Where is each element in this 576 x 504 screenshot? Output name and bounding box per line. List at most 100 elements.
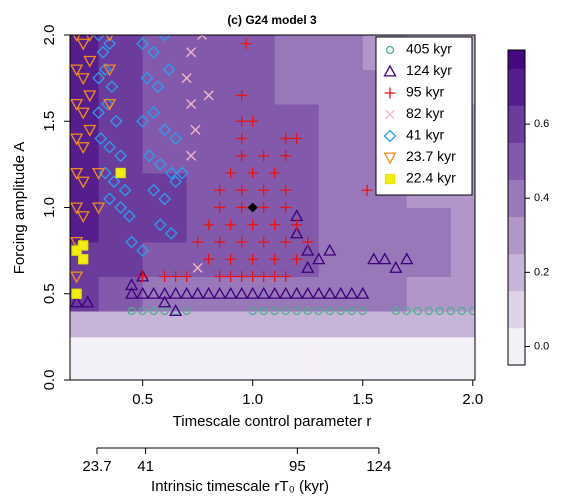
- marker: [291, 133, 303, 144]
- marker: [424, 306, 433, 316]
- heat-cell: [70, 35, 100, 70]
- marker: [136, 114, 150, 128]
- marker: [358, 306, 367, 316]
- marker: [402, 306, 411, 316]
- marker: [247, 219, 259, 231]
- heat-cell: [450, 242, 475, 277]
- marker: [270, 306, 279, 316]
- marker: [100, 97, 114, 111]
- marker: [147, 286, 161, 299]
- marker: [214, 202, 226, 213]
- heat-cell: [230, 69, 276, 105]
- marker: [192, 262, 203, 273]
- marker: [248, 306, 257, 316]
- marker: [118, 183, 132, 197]
- marker: [103, 64, 117, 77]
- x-tick-label: 2.0: [462, 391, 483, 408]
- marker: [164, 166, 178, 180]
- marker: [236, 150, 248, 162]
- heat-cell: [450, 207, 475, 243]
- marker: [103, 192, 117, 206]
- x-axis-label: Timescale control parameter r: [173, 413, 372, 430]
- marker: [302, 236, 314, 248]
- legend-label: 41 kyr: [406, 127, 444, 143]
- marker: [83, 55, 97, 68]
- marker: [70, 202, 84, 215]
- heat-cell: [186, 138, 232, 174]
- heat-cell: [450, 276, 475, 312]
- marker: [70, 98, 84, 111]
- marker: [114, 149, 128, 163]
- marker: [103, 98, 117, 111]
- marker: [190, 124, 201, 135]
- marker: [314, 306, 323, 316]
- heat-cell: [318, 242, 364, 277]
- marker: [164, 226, 178, 240]
- heat-cell: [362, 311, 408, 338]
- marker: [347, 306, 356, 316]
- y-tick-label: 2.0: [41, 25, 58, 46]
- colorbar-band: [508, 50, 525, 69]
- heat-cell: [98, 336, 144, 380]
- marker: [186, 150, 197, 161]
- marker: [182, 306, 191, 316]
- marker: [92, 167, 106, 180]
- marker: [468, 306, 475, 316]
- marker: [98, 166, 112, 180]
- marker: [224, 286, 238, 299]
- heat-cell: [274, 35, 320, 70]
- marker: [258, 202, 270, 213]
- heat-cell: [186, 336, 232, 380]
- x-tick-label: 1.0: [242, 391, 263, 408]
- heat-cell: [274, 69, 320, 105]
- heat-cell: [186, 69, 232, 105]
- heat-cell: [274, 276, 320, 312]
- heat-cell: [98, 276, 144, 312]
- marker: [158, 35, 172, 42]
- heat-cell: [230, 35, 276, 70]
- heat-cell: [186, 311, 232, 338]
- marker: [147, 106, 161, 120]
- marker: [162, 63, 176, 76]
- marker: [225, 219, 237, 231]
- marker: [280, 184, 292, 196]
- marker: [361, 184, 373, 196]
- colorbar-band: [508, 105, 525, 143]
- heat-cell: [70, 336, 100, 380]
- marker: [345, 286, 359, 299]
- heat-cell: [318, 276, 364, 312]
- marker: [446, 306, 455, 316]
- marker: [236, 236, 248, 248]
- heat-cell: [70, 69, 100, 105]
- marker: [138, 306, 147, 316]
- marker: [81, 295, 95, 308]
- legend-label: 82 kyr: [406, 105, 444, 121]
- heat-cell: [70, 173, 100, 208]
- marker: [457, 306, 466, 316]
- heat-cell: [362, 336, 408, 380]
- marker: [78, 254, 89, 265]
- colorbar-band: [508, 327, 525, 366]
- marker: [70, 133, 84, 146]
- colorbar-tick-label: 0.2: [534, 266, 549, 278]
- heat-cell: [406, 276, 452, 312]
- heat-cell: [142, 138, 188, 174]
- colorbar-frame: [507, 49, 526, 366]
- marker: [236, 271, 248, 282]
- marker: [291, 253, 303, 265]
- marker: [384, 173, 396, 185]
- marker: [383, 64, 397, 77]
- marker: [291, 219, 303, 231]
- marker: [159, 271, 171, 282]
- markers: [70, 35, 475, 317]
- x2-tick-label: 23.7: [82, 458, 111, 475]
- highlight-point: [247, 202, 258, 213]
- heat-cell: [70, 138, 100, 174]
- marker: [147, 183, 161, 197]
- marker: [236, 202, 248, 213]
- marker: [214, 271, 226, 282]
- chart-title: (c) G24 model 3: [227, 13, 317, 27]
- marker: [137, 271, 149, 282]
- marker: [170, 271, 182, 282]
